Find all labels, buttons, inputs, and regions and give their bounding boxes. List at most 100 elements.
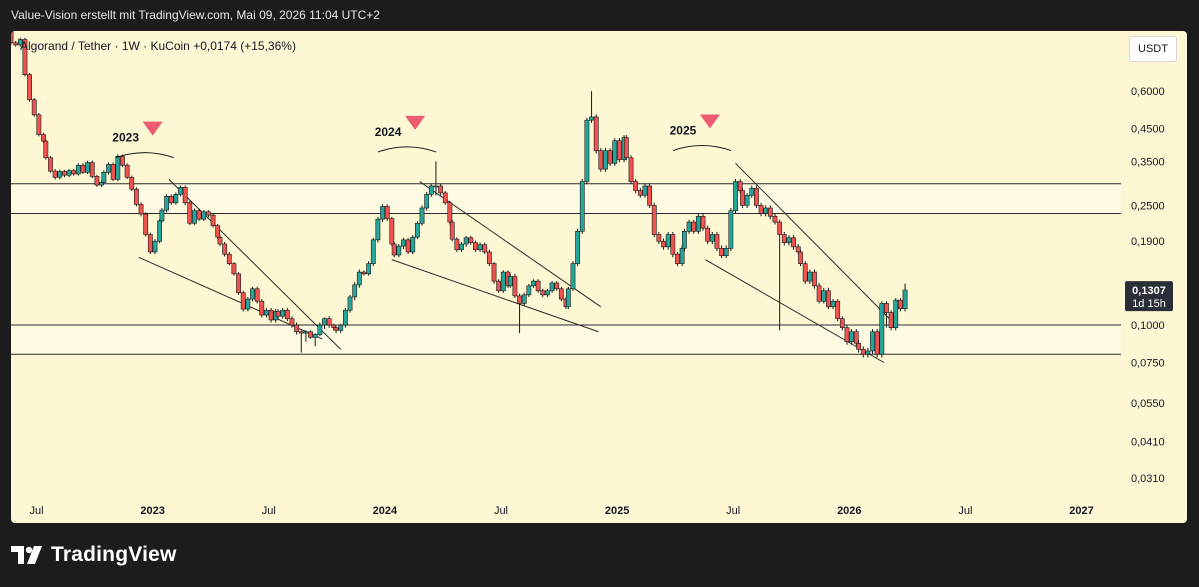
candle [507, 273, 513, 288]
candle [728, 208, 734, 252]
candle [115, 154, 121, 182]
candle [75, 163, 81, 176]
candle-body [531, 280, 536, 287]
candle [410, 235, 416, 255]
candle-body [138, 204, 144, 215]
currency-button[interactable]: USDT [1129, 36, 1177, 62]
candle-body [521, 294, 527, 304]
candle-body [463, 237, 469, 245]
candle-body [36, 114, 42, 135]
candle [705, 225, 711, 244]
candle [254, 286, 260, 304]
candle [389, 216, 395, 247]
candle [628, 155, 634, 185]
candle [531, 279, 536, 288]
candle [540, 288, 546, 297]
candle [356, 269, 362, 288]
candle-body [48, 157, 53, 172]
candle [312, 333, 318, 347]
candle-body [860, 349, 866, 355]
y-tick-label: 0,0550 [1131, 398, 1165, 410]
candle-body [280, 309, 286, 317]
trendline-0 [168, 179, 342, 350]
candle-body [289, 318, 295, 326]
candle-body [821, 290, 827, 302]
candle [178, 185, 183, 197]
candle [651, 202, 657, 238]
candle [491, 262, 497, 284]
candle [217, 235, 223, 247]
candle [192, 208, 197, 226]
candle [473, 240, 478, 252]
candle [633, 178, 639, 194]
candle-body [438, 185, 444, 194]
candle [482, 242, 488, 255]
candle [589, 91, 594, 123]
candle-body [215, 225, 221, 238]
candle [222, 241, 228, 257]
candle [438, 183, 444, 196]
candle-body [709, 234, 715, 242]
candle-body [240, 292, 246, 310]
candle-body [565, 288, 571, 308]
candle-body [428, 185, 434, 195]
candle [333, 326, 339, 334]
candle-body [66, 170, 72, 176]
candle [294, 322, 300, 335]
chart-panel[interactable]: 2023202420250,80000,60000,45000,35000,25… [11, 31, 1187, 523]
candle [670, 231, 676, 258]
candle [66, 169, 72, 178]
candle-body [651, 205, 657, 235]
candle-body [798, 251, 803, 264]
candle [691, 219, 697, 234]
candlestick-chart[interactable]: 2023202420250,80000,60000,45000,35000,25… [11, 31, 1187, 523]
candle-body [347, 296, 353, 311]
candle [584, 117, 590, 185]
candle [338, 323, 344, 334]
candle-body [342, 309, 348, 326]
trendline-4 [735, 162, 897, 326]
candle [554, 281, 560, 291]
y-tick-label: 0,4500 [1131, 124, 1165, 136]
candle [94, 174, 100, 187]
candle-body [284, 309, 290, 319]
x-tick-label: Jul [494, 505, 508, 517]
candle-body [196, 210, 202, 220]
down-arrow-icon [142, 121, 163, 136]
candle-body [733, 181, 738, 212]
candle [322, 317, 327, 330]
candle-body [322, 318, 327, 326]
candle-body [589, 116, 594, 121]
price-tag-background [1125, 281, 1173, 312]
candle [545, 288, 550, 297]
candle-body [201, 211, 207, 220]
candle [366, 261, 372, 276]
candle [48, 155, 53, 173]
candle-body [459, 243, 464, 251]
candle [812, 269, 817, 289]
candle [695, 213, 701, 234]
candle [268, 307, 274, 323]
candle-body [679, 247, 685, 264]
candle-body [723, 247, 729, 257]
tradingview-logo[interactable]: TradingView [11, 540, 177, 570]
candle-body [749, 187, 755, 196]
candle-body [633, 181, 639, 191]
candle [723, 245, 729, 259]
candle [686, 219, 692, 234]
candle [656, 231, 662, 244]
candle-body [807, 271, 813, 282]
candle-body [540, 290, 546, 296]
candle-body [294, 324, 300, 333]
candle-body [99, 182, 104, 186]
candle [236, 272, 241, 295]
y-tick-label: 0,1900 [1131, 236, 1165, 248]
candle [85, 160, 91, 174]
candle-body [11, 31, 14, 44]
candle-body [254, 288, 260, 302]
candle [517, 293, 522, 334]
candle-body [447, 202, 453, 223]
candle-body [401, 239, 406, 247]
chart-attribution: Value-Vision erstellt mit TradingView.co… [11, 8, 380, 22]
